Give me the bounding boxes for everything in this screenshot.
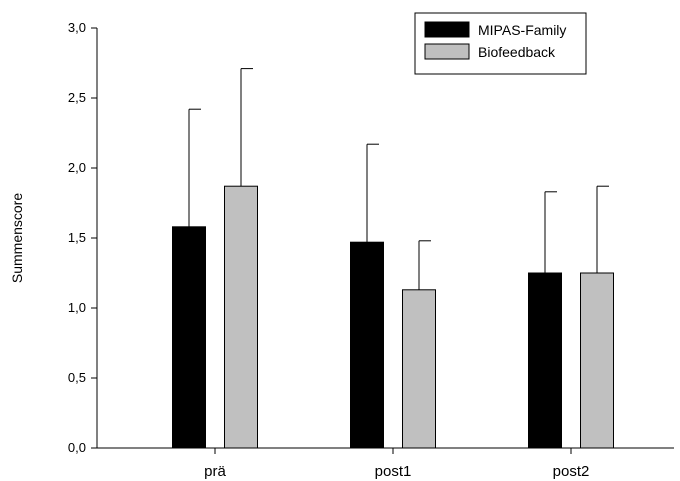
legend-label: Biofeedback xyxy=(478,44,556,60)
bar-mipas-family-1 xyxy=(350,241,384,449)
error-bars xyxy=(188,68,609,290)
legend-label: MIPAS-Family xyxy=(478,22,566,38)
x-tick-label: prä xyxy=(204,463,226,480)
y-tick-label: 0,0 xyxy=(68,440,86,455)
legend: MIPAS-Family Biofeedback xyxy=(414,12,587,75)
y-tick-label: 2,0 xyxy=(68,160,86,175)
x-tick-label: post1 xyxy=(375,463,412,480)
bar-mipas-family-2 xyxy=(528,272,562,449)
x-axis: prä post1 post2 xyxy=(97,447,674,480)
y-axis-label: Summenscore xyxy=(9,193,25,283)
bars xyxy=(172,185,614,449)
bar-biofeedback-1 xyxy=(402,289,436,449)
y-tick-label: 3,0 xyxy=(68,20,86,35)
y-tick-label: 0,5 xyxy=(68,370,86,385)
bar-biofeedback-0 xyxy=(224,185,258,449)
y-tick-label: 1,0 xyxy=(68,300,86,315)
legend-swatch xyxy=(424,43,470,60)
legend-swatch xyxy=(424,21,470,38)
y-tick-label: 2,5 xyxy=(68,90,86,105)
x-tick-label: post2 xyxy=(553,463,590,480)
y-tick-label: 1,5 xyxy=(68,230,86,245)
bar-biofeedback-2 xyxy=(580,272,614,449)
bar-mipas-family-0 xyxy=(172,226,206,449)
y-axis: 0,0 0,5 1,0 1,5 2,0 2,5 3,0 xyxy=(68,20,98,455)
